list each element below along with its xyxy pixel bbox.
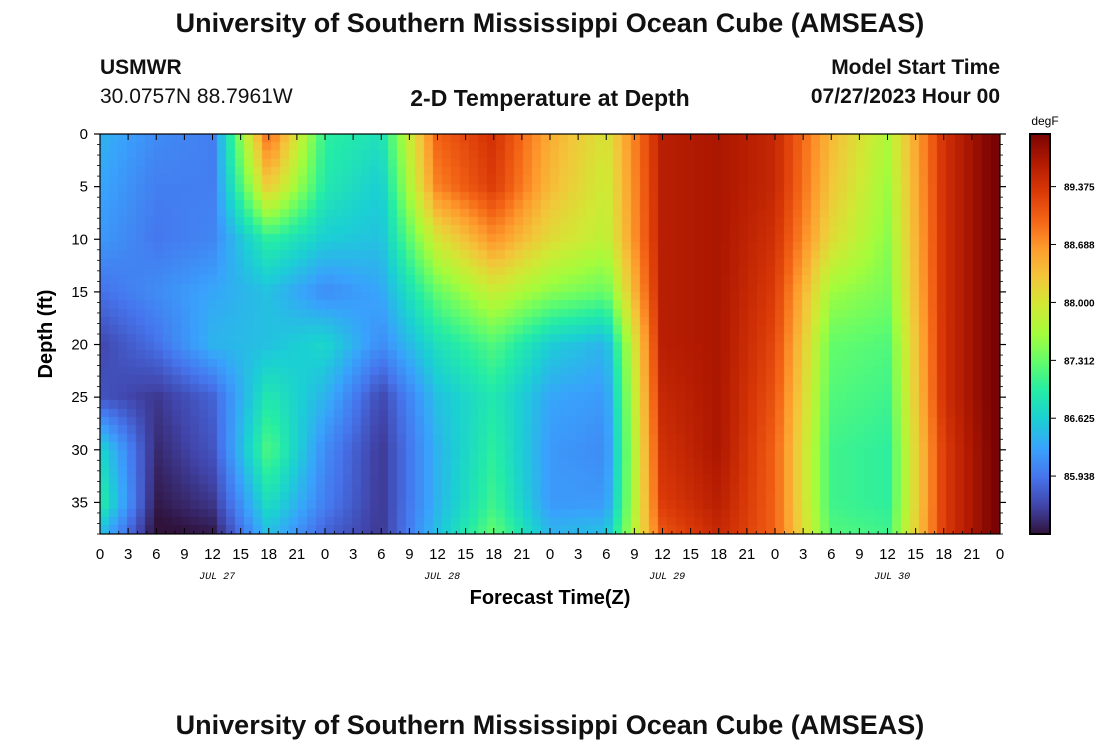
x-date-label: JUL 28: [424, 572, 460, 583]
x-axis-label: Forecast Time(Z): [470, 587, 631, 609]
x-tick-label: 12: [204, 546, 221, 563]
x-tick-label: 21: [739, 546, 756, 563]
y-axis: 0 5 10 15 20 25 30 35: [71, 126, 1006, 535]
model-start-label: Model Start Time: [831, 56, 1000, 79]
y-tick-label: 0: [80, 126, 88, 143]
x-tick-label: 18: [485, 546, 502, 563]
footer-title: University of Southern Mississippi Ocean…: [175, 710, 925, 740]
station-coordinates: 30.0757N 88.7961W: [100, 85, 293, 108]
colorbar-unit: degF: [1031, 114, 1058, 128]
colorbar-tick-label: 87.312: [1064, 356, 1095, 367]
x-tick-label: 21: [289, 546, 306, 563]
y-axis-label: Depth (ft): [35, 290, 57, 379]
x-tick-label: 0: [771, 546, 779, 563]
x-tick-label: 0: [96, 546, 104, 563]
model-start-value: 07/27/2023 Hour 00: [810, 85, 1000, 108]
x-tick-label: 3: [124, 546, 132, 563]
x-tick-label: 0: [321, 546, 329, 563]
y-tick-label: 30: [71, 442, 88, 459]
colorbar-tick-label: 88.688: [1064, 240, 1095, 251]
x-tick-label: 3: [349, 546, 357, 563]
y-tick-label: 5: [80, 179, 88, 196]
x-tick-label: 15: [457, 546, 474, 563]
y-tick-label: 35: [71, 494, 88, 511]
colorbar-tick-label: 86.625: [1064, 414, 1095, 425]
colorbar-scale: [1029, 133, 1051, 535]
chart-title: University of Southern Mississippi Ocean…: [175, 8, 925, 38]
x-date-label: JUL 30: [874, 572, 910, 583]
x-tick-label: 21: [964, 546, 981, 563]
x-tick-label: 18: [935, 546, 952, 563]
x-date-label: JUL 29: [649, 572, 685, 583]
x-tick-label: 6: [602, 546, 610, 563]
x-tick-label: 15: [682, 546, 699, 563]
x-tick-label: 12: [879, 546, 896, 563]
x-date-label: JUL 27: [199, 572, 235, 583]
x-tick-label: 21: [514, 546, 531, 563]
x-tick-label: 18: [260, 546, 277, 563]
x-tick-label: 12: [429, 546, 446, 563]
colorbar-tick-label: 89.375: [1064, 183, 1095, 194]
x-tick-label: 9: [180, 546, 188, 563]
station-name: USMWR: [100, 56, 182, 79]
x-tick-label: 6: [152, 546, 160, 563]
y-tick-label: 10: [71, 231, 88, 248]
x-tick-label: 12: [654, 546, 671, 563]
x-tick-label: 9: [855, 546, 863, 563]
x-axis: 0 3 6 9 12 15 18 21 0 3 6 9 12 15 18 21 0 3 6 9 12 15 18 21 0 3 6 9…: [96, 134, 1004, 583]
x-tick-label: 9: [630, 546, 638, 563]
x-tick-label: 3: [574, 546, 582, 563]
chart-subtitle: 2-D Temperature at Depth: [410, 85, 690, 111]
y-tick-label: 25: [71, 389, 88, 406]
x-tick-label: 6: [377, 546, 385, 563]
x-tick-label: 6: [827, 546, 835, 563]
x-tick-label: 15: [232, 546, 249, 563]
colorbar: degF 89.375 88.688 88.000 87.312 86.625 85.93…: [1029, 114, 1095, 535]
y-tick-label: 15: [71, 284, 88, 301]
x-tick-label: 15: [907, 546, 924, 563]
heatmap-area: [100, 134, 1000, 534]
x-tick-label: 18: [710, 546, 727, 563]
y-tick-label: 20: [71, 337, 88, 354]
x-tick-label: 0: [546, 546, 554, 563]
colorbar-tick-label: 85.938: [1064, 472, 1095, 483]
x-tick-label: 9: [405, 546, 413, 563]
colorbar-tick-label: 88.000: [1064, 298, 1095, 309]
x-tick-label: 3: [799, 546, 807, 563]
x-tick-label: 0: [996, 546, 1004, 563]
